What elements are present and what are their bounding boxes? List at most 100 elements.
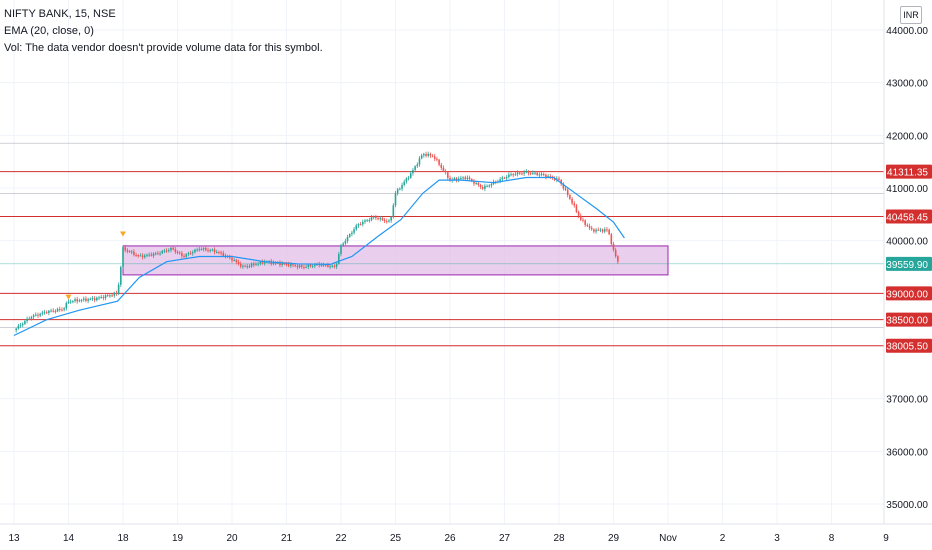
candle-body[interactable] <box>606 229 608 231</box>
candle-body[interactable] <box>560 179 562 185</box>
candle-body[interactable] <box>130 251 133 253</box>
candle-body[interactable] <box>525 171 528 173</box>
candle-body[interactable] <box>577 211 580 216</box>
candle-body[interactable] <box>516 172 519 175</box>
candle-body[interactable] <box>518 172 521 174</box>
candle-body[interactable] <box>399 188 401 190</box>
candle-body[interactable] <box>542 174 545 176</box>
candle-body[interactable] <box>351 232 353 235</box>
candle-body[interactable] <box>56 308 59 312</box>
candle-body[interactable] <box>113 292 116 296</box>
candle-body[interactable] <box>335 263 338 267</box>
candle-body[interactable] <box>205 248 207 251</box>
candle-body[interactable] <box>357 224 360 226</box>
candle-body[interactable] <box>200 249 203 251</box>
candle-body[interactable] <box>89 298 92 300</box>
level-price-tag[interactable] <box>886 209 932 224</box>
candle-body[interactable] <box>377 218 379 220</box>
candle-body[interactable] <box>235 259 238 262</box>
candle-body[interactable] <box>300 265 303 267</box>
candle-body[interactable] <box>460 177 462 179</box>
candle-body[interactable] <box>69 301 72 303</box>
candle-body[interactable] <box>150 254 153 256</box>
candle-body[interactable] <box>133 251 135 255</box>
candle-body[interactable] <box>414 166 416 170</box>
candle-body[interactable] <box>401 184 403 189</box>
candle-body[interactable] <box>237 261 240 264</box>
candle-body[interactable] <box>588 225 591 228</box>
candle-body[interactable] <box>484 185 486 189</box>
candle-body[interactable] <box>442 167 445 171</box>
candle-body[interactable] <box>189 253 192 255</box>
candle-body[interactable] <box>37 314 39 316</box>
candle-body[interactable] <box>573 203 576 206</box>
candle-body[interactable] <box>172 247 174 250</box>
candle-body[interactable] <box>427 153 429 156</box>
candle-body[interactable] <box>93 298 96 301</box>
candle-body[interactable] <box>39 313 41 316</box>
candle-body[interactable] <box>333 265 336 267</box>
candle-body[interactable] <box>438 159 440 165</box>
candle-body[interactable] <box>375 216 377 219</box>
candle-body[interactable] <box>475 182 477 184</box>
candle-body[interactable] <box>468 177 471 180</box>
candle-body[interactable] <box>403 181 406 185</box>
candle-body[interactable] <box>538 174 541 176</box>
candle-body[interactable] <box>575 205 578 212</box>
candle-body[interactable] <box>303 266 305 268</box>
last-price-tag[interactable] <box>886 256 932 271</box>
candle-body[interactable] <box>96 297 98 301</box>
candle-body[interactable] <box>78 300 81 302</box>
candle-body[interactable] <box>423 153 425 156</box>
candle-body[interactable] <box>433 156 436 159</box>
candle-body[interactable] <box>43 312 46 314</box>
candle-body[interactable] <box>488 185 491 187</box>
candle-body[interactable] <box>608 229 610 235</box>
candle-body[interactable] <box>324 264 327 266</box>
candle-body[interactable] <box>486 185 488 187</box>
candle-body[interactable] <box>290 264 292 267</box>
candle-body[interactable] <box>248 266 251 268</box>
candle-body[interactable] <box>274 262 277 264</box>
signal-marker[interactable] <box>120 231 126 237</box>
candle-body[interactable] <box>418 158 421 165</box>
candle-body[interactable] <box>253 263 255 265</box>
candle-body[interactable] <box>191 252 194 254</box>
candle-body[interactable] <box>547 176 549 178</box>
candle-body[interactable] <box>346 236 349 242</box>
candle-body[interactable] <box>464 177 467 179</box>
candle-body[interactable] <box>65 303 68 309</box>
currency-label[interactable]: INR <box>900 6 922 24</box>
candle-body[interactable] <box>279 262 281 266</box>
candle-body[interactable] <box>512 174 515 176</box>
candle-body[interactable] <box>24 321 26 324</box>
candle-body[interactable] <box>614 250 617 257</box>
candle-body[interactable] <box>239 263 242 267</box>
candle-body[interactable] <box>207 250 209 252</box>
candle-body[interactable] <box>590 227 593 230</box>
candle-body[interactable] <box>15 328 17 331</box>
candle-body[interactable] <box>21 323 24 326</box>
candle-body[interactable] <box>298 265 301 268</box>
candle-body[interactable] <box>257 263 259 265</box>
candle-body[interactable] <box>582 219 584 221</box>
candle-body[interactable] <box>285 263 288 265</box>
candle-body[interactable] <box>52 310 55 312</box>
candle-body[interactable] <box>111 295 113 297</box>
candle-body[interactable] <box>558 178 560 180</box>
candle-body[interactable] <box>603 229 606 232</box>
candle-body[interactable] <box>348 234 351 237</box>
candle-body[interactable] <box>549 176 552 178</box>
candle-body[interactable] <box>444 170 447 173</box>
legend-ema[interactable]: EMA (20, close, 0) <box>4 25 94 37</box>
candle-body[interactable] <box>41 312 44 314</box>
candle-body[interactable] <box>152 253 155 256</box>
candle-body[interactable] <box>355 225 358 230</box>
candle-body[interactable] <box>231 257 233 261</box>
candle-body[interactable] <box>144 255 146 258</box>
candle-body[interactable] <box>462 177 464 179</box>
candle-body[interactable] <box>28 318 31 320</box>
candle-body[interactable] <box>250 263 253 267</box>
